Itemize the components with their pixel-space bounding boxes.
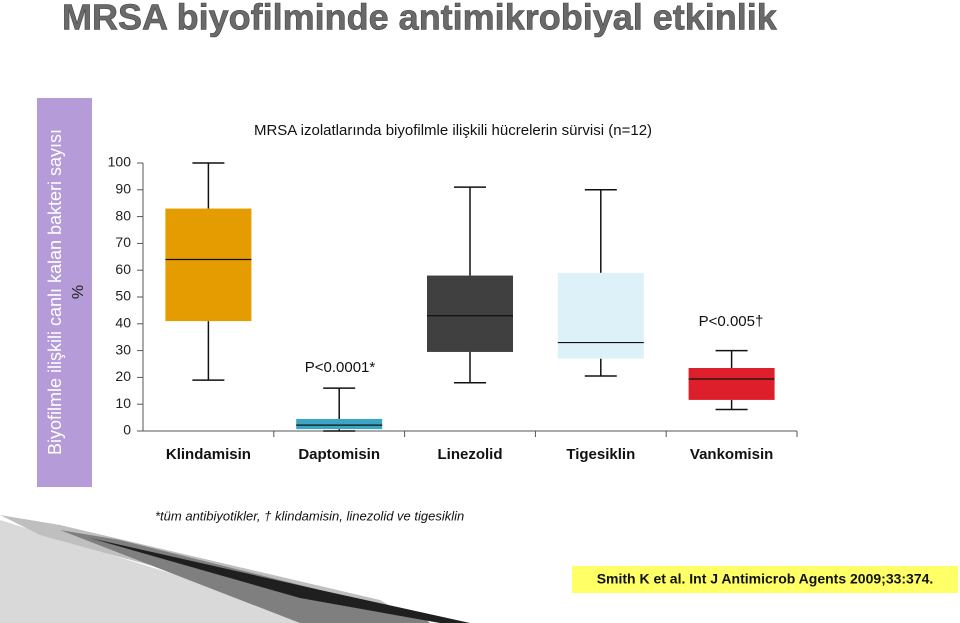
- y-axis-unit: %: [70, 285, 87, 299]
- slide-title: MRSA biyofilminde antimikrobiyal etkinli…: [62, 0, 778, 38]
- annotation: P<0.0001*: [305, 359, 376, 376]
- footnote: *tüm antibiyotikler, † klindamisin, line…: [155, 508, 464, 523]
- y-tick-label: 50: [115, 288, 131, 304]
- y-tick-label: 80: [115, 207, 131, 223]
- y-tick-label: 40: [115, 315, 131, 331]
- ylabel-box: [37, 98, 92, 487]
- box: [557, 272, 644, 359]
- y-tick-label: 30: [115, 341, 131, 357]
- y-tick-label: 20: [115, 368, 131, 384]
- x-tick-label: Linezolid: [438, 446, 503, 463]
- box: [427, 275, 513, 352]
- citation: Smith K et al. Int J Antimicrob Agents 2…: [597, 571, 934, 587]
- y-axis-label: Biyofilmle ilişkili canlı kalan bakteri …: [45, 129, 65, 455]
- y-tick-label: 60: [115, 261, 131, 277]
- y-tick-label: 100: [108, 154, 132, 170]
- annotation: P<0.005†: [699, 313, 764, 330]
- box: [296, 418, 383, 430]
- y-tick-label: 70: [115, 234, 131, 250]
- y-tick-label: 90: [115, 181, 131, 197]
- x-tick-label: Daptomisin: [298, 446, 380, 463]
- y-tick-label: 0: [123, 422, 131, 438]
- x-tick-label: Klindamisin: [166, 446, 251, 463]
- box: [688, 368, 775, 400]
- x-tick-label: Vankomisin: [690, 446, 773, 463]
- x-tick-label: Tigesiklin: [566, 446, 635, 463]
- box: [165, 208, 252, 322]
- y-tick-label: 10: [115, 395, 131, 411]
- citation-box: [572, 566, 958, 593]
- chart-title: MRSA izolatlarında biyofilmle ilişkili h…: [254, 122, 652, 139]
